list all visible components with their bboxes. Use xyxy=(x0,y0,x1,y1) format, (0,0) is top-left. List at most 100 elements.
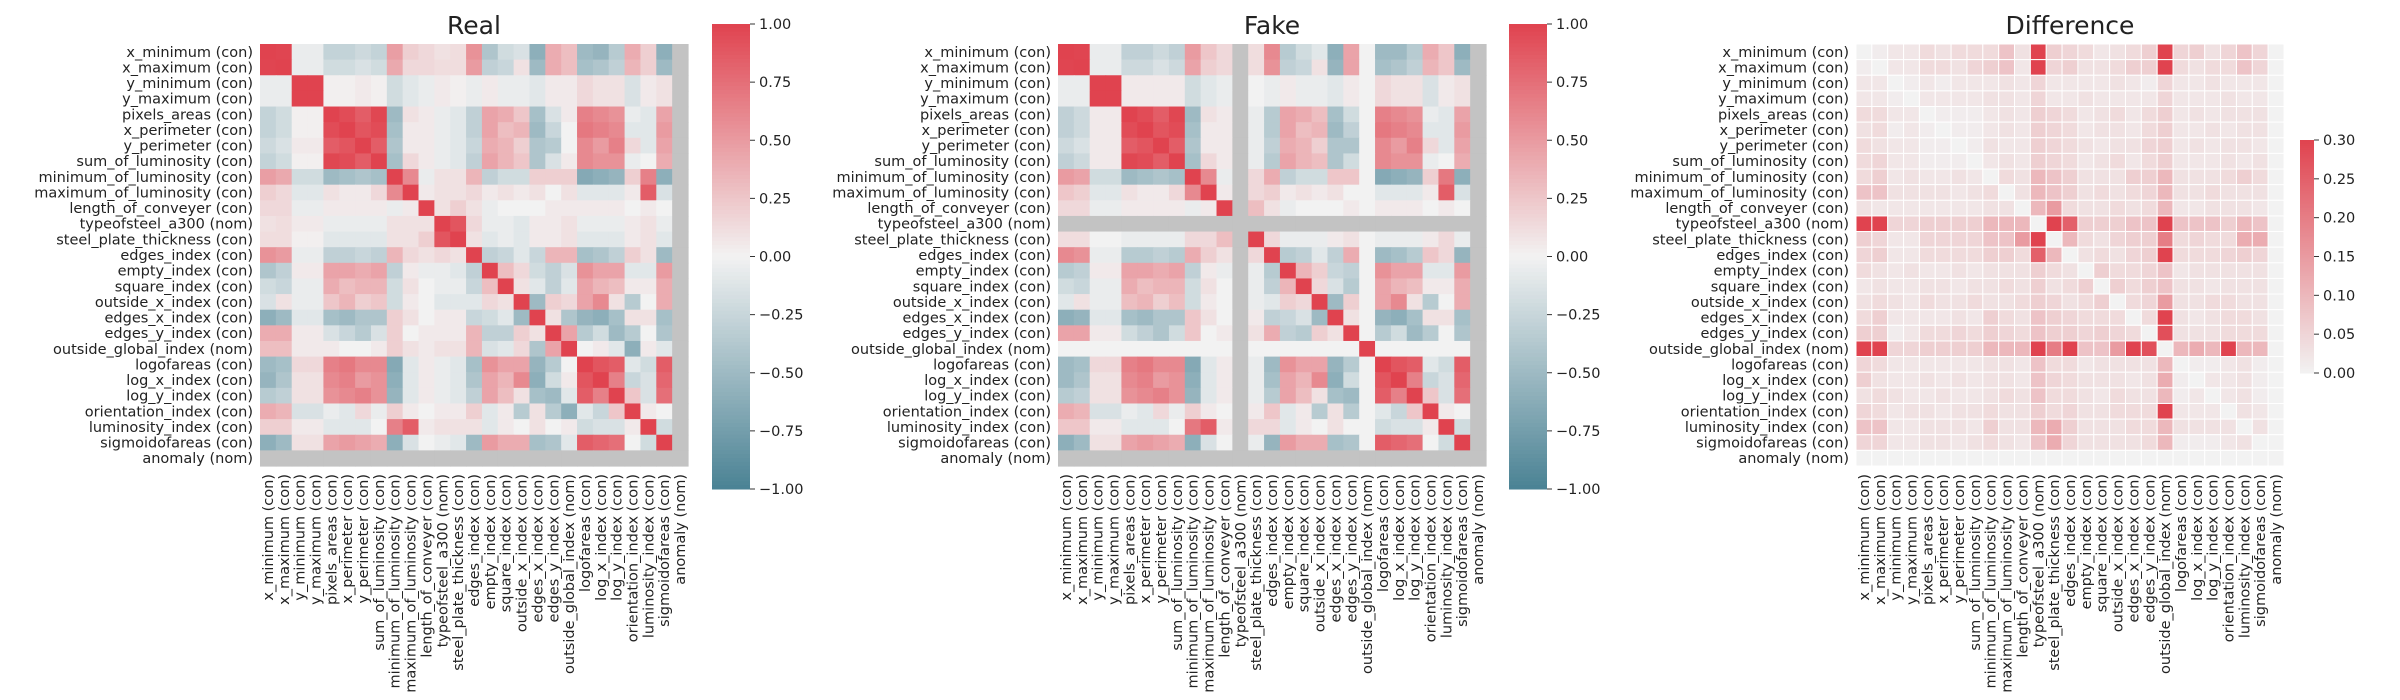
heatmap-cell xyxy=(1406,106,1424,123)
colorbar-segment xyxy=(712,330,750,335)
heatmap-cell xyxy=(608,294,626,311)
heatmap-cell xyxy=(260,200,277,217)
heatmap-cell xyxy=(2045,152,2063,170)
heatmap-cell xyxy=(561,294,578,311)
heatmap-cell xyxy=(1470,169,1487,186)
heatmap-cell xyxy=(2267,356,2285,373)
heatmap-cell xyxy=(450,44,467,61)
heatmap-cell xyxy=(2077,340,2095,358)
heatmap-cell xyxy=(1966,387,1984,404)
heatmap-cell xyxy=(1903,449,1920,467)
heatmap-cell xyxy=(434,169,451,186)
heatmap-cell xyxy=(2220,59,2237,76)
row-label: sigmoidofareas (con) xyxy=(898,436,1051,452)
heatmap-cell xyxy=(2077,121,2095,139)
heatmap-cell xyxy=(577,450,594,467)
colorbar-segment xyxy=(712,372,750,378)
heatmap-cell xyxy=(1934,371,1952,389)
heatmap-cell xyxy=(1422,403,1440,420)
heatmap-cell xyxy=(545,450,562,467)
column-label: pixels_areas (con) xyxy=(1122,474,1138,605)
colorbar-segment xyxy=(1509,55,1547,60)
heatmap-cell xyxy=(640,387,657,405)
heatmap-cell xyxy=(1248,372,1265,389)
colorbar-segment xyxy=(2300,254,2314,257)
heatmap-cell xyxy=(2220,231,2237,248)
heatmap-cell xyxy=(1966,106,1984,123)
colorbar-segment xyxy=(712,396,750,401)
heatmap-cell xyxy=(561,106,578,123)
heatmap-cell xyxy=(672,231,689,248)
heatmap-cell xyxy=(1375,340,1392,358)
heatmap-cell xyxy=(1918,262,1936,279)
heatmap-cell xyxy=(1903,262,1920,279)
colorbar-segment xyxy=(712,430,750,436)
heatmap-cell xyxy=(2220,215,2237,233)
heatmap-cell xyxy=(2188,277,2206,295)
heatmap-cell xyxy=(2172,449,2190,467)
heatmap-cell xyxy=(1454,340,1471,358)
heatmap-cell xyxy=(323,106,340,123)
heatmap-cell xyxy=(640,215,657,233)
heatmap-cell xyxy=(1168,184,1186,201)
heatmap-cell xyxy=(1934,387,1952,404)
heatmap-cell xyxy=(418,356,435,373)
heatmap-cell xyxy=(1232,278,1249,295)
colorbar-segment xyxy=(2300,332,2314,335)
heatmap-cell xyxy=(1232,247,1249,264)
heatmap-cell xyxy=(355,356,372,373)
heatmap-cell xyxy=(1089,122,1107,139)
heatmap-cell xyxy=(2014,277,2031,295)
heatmap-cell xyxy=(1998,90,2016,108)
heatmap-cell xyxy=(1105,122,1123,139)
heatmap-cell xyxy=(1121,262,1138,280)
colorbar-tick-label: 0.00 xyxy=(1556,250,1588,266)
heatmap-cell xyxy=(1966,152,1984,170)
heatmap-cell xyxy=(529,356,546,373)
heatmap-cell xyxy=(2029,152,2047,170)
heatmap-cell xyxy=(1918,293,1936,311)
heatmap-cell xyxy=(1982,293,2000,311)
heatmap-cell xyxy=(1327,200,1344,217)
heatmap-cell xyxy=(1264,262,1281,280)
heatmap-cell xyxy=(1295,372,1313,389)
heatmap-cell xyxy=(1200,122,1218,139)
heatmap-cell xyxy=(2251,293,2269,311)
heatmap-cell xyxy=(2251,74,2269,92)
row-label: y_maximum (con) xyxy=(1718,92,1849,108)
heatmap-cell xyxy=(2204,434,2222,451)
heatmap-cell xyxy=(2014,356,2031,373)
heatmap-cell xyxy=(323,169,340,186)
heatmap-cell xyxy=(2061,402,2079,420)
heatmap-cell xyxy=(1359,75,1376,92)
heatmap-cell xyxy=(545,325,562,342)
heatmap-cell xyxy=(545,387,562,405)
heatmap-cell xyxy=(2140,340,2158,358)
colorbar-tick-label: −1.00 xyxy=(759,482,803,498)
column-label: edges_index (con) xyxy=(467,474,483,607)
heatmap-cell xyxy=(1153,75,1170,92)
heatmap-cell xyxy=(2109,231,2126,248)
heatmap-cell xyxy=(1454,44,1471,61)
heatmap-cell xyxy=(2093,152,2111,170)
colorbar-segment xyxy=(2300,281,2314,285)
heatmap-cell xyxy=(307,215,325,233)
heatmap-cell xyxy=(577,309,594,326)
heatmap-cell xyxy=(355,372,372,389)
colorbar-segment xyxy=(1509,403,1547,409)
heatmap-cell xyxy=(418,137,435,155)
colorbar-segment xyxy=(1509,396,1547,401)
row-label: outside_global_index (nom) xyxy=(1649,342,1849,358)
heatmap-cell xyxy=(1121,75,1138,92)
heatmap-cell xyxy=(1184,137,1202,155)
heatmap-cell xyxy=(1887,90,1905,108)
heatmap-cell xyxy=(260,184,277,201)
colorbar-segment xyxy=(2300,242,2314,246)
heatmap-cell xyxy=(1998,152,2016,170)
heatmap-cell xyxy=(1121,434,1138,451)
heatmap-cell xyxy=(2140,184,2158,201)
column-label: sum_of_luminosity (con) xyxy=(372,474,388,651)
heatmap-cell xyxy=(481,106,499,123)
colorbar-segment xyxy=(1509,256,1547,261)
heatmap-cell xyxy=(513,325,531,342)
